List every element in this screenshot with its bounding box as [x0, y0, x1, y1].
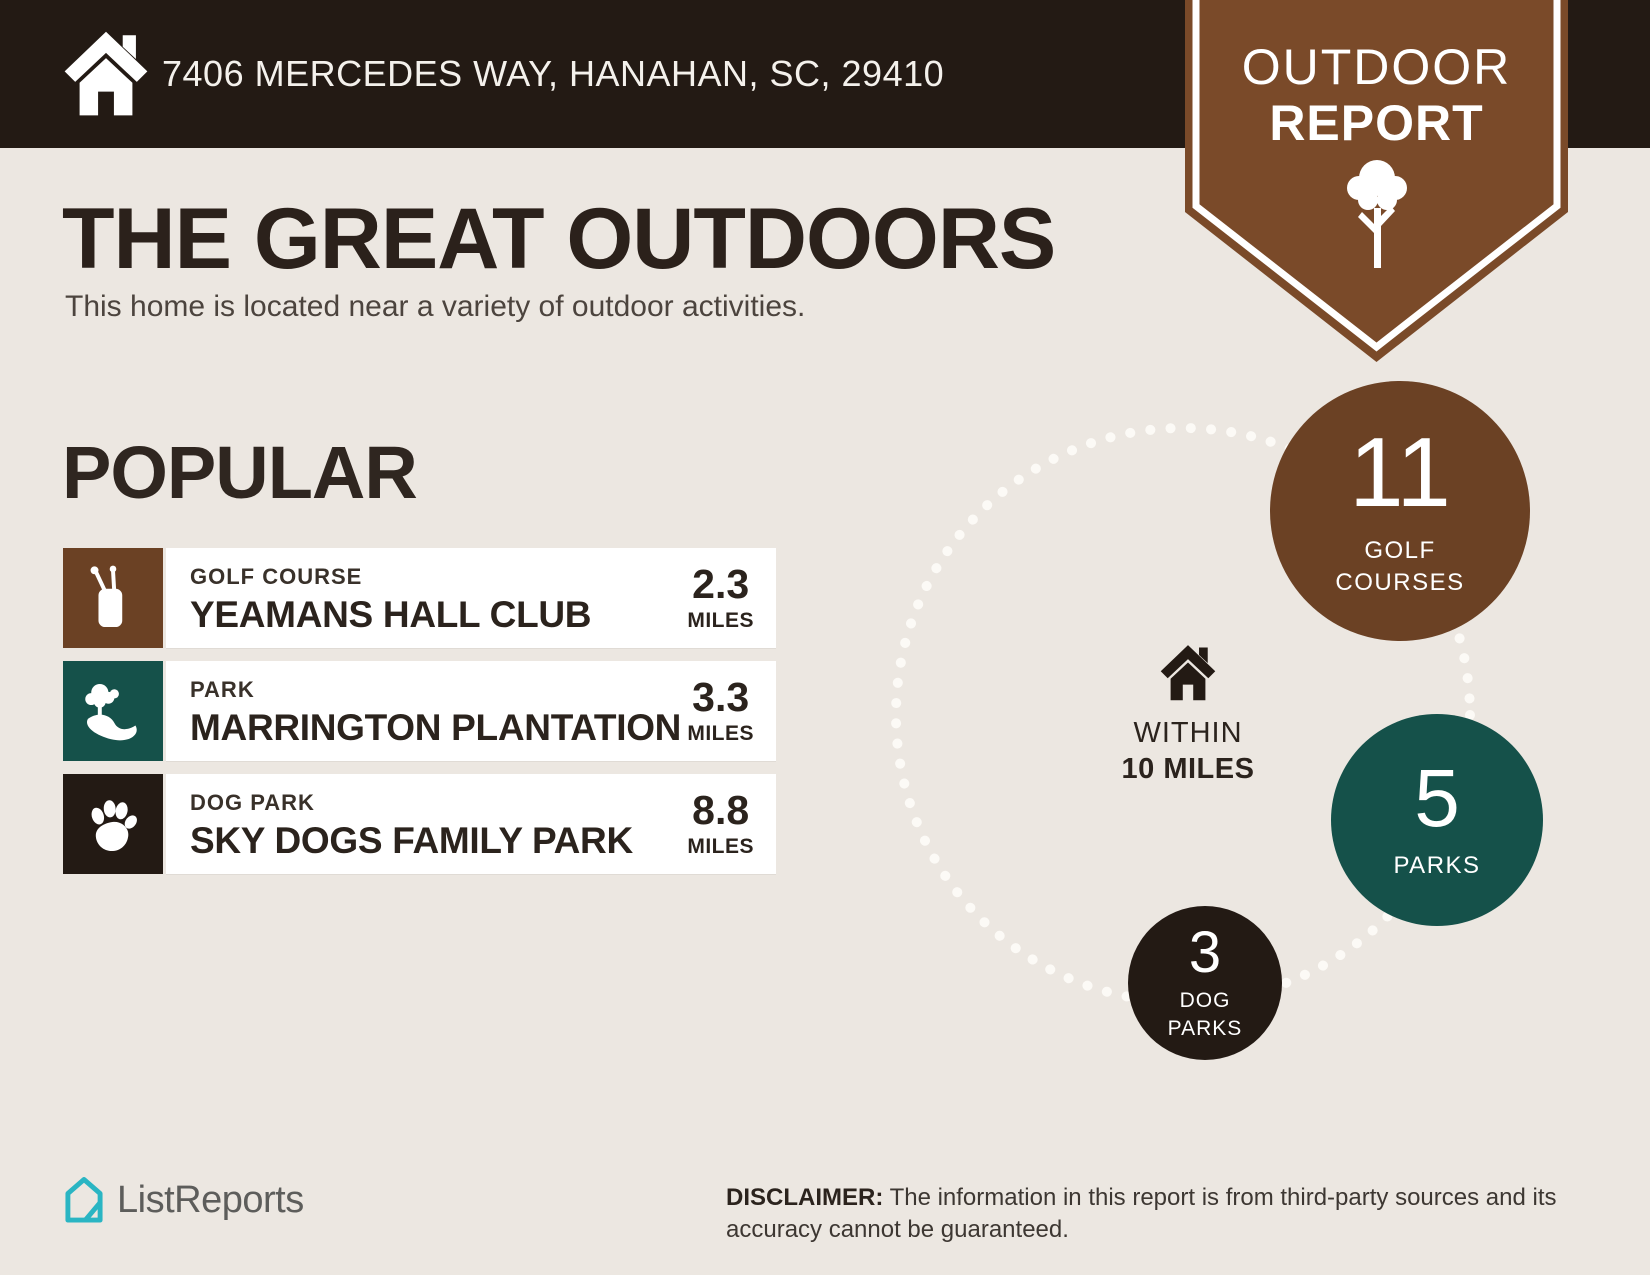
stat-label-line: PARKS [1167, 1016, 1243, 1040]
within-label: WITHIN [1133, 717, 1243, 749]
outdoor-report-ribbon: OUTDOOR REPORT [1185, 0, 1568, 375]
place-category: PARK [190, 676, 255, 702]
park-tree-icon [63, 661, 163, 761]
dog-parks-stat-circle: 3 DOG PARKS [1128, 906, 1282, 1060]
place-category: GOLF COURSE [190, 563, 363, 589]
list-item-dog-park: DOG PARK SKY DOGS FAMILY PARK 8.8 MILES [63, 774, 776, 874]
disclaimer: DISCLAIMER: The information in this repo… [726, 1182, 1631, 1245]
parks-stat-circle: 5 PARKS [1331, 714, 1543, 926]
stat-value: 3 [1188, 920, 1222, 986]
golf-bag-icon [63, 548, 163, 648]
ribbon-title-line1: OUTDOOR [1241, 39, 1512, 95]
stat-label-line: COURSES [1335, 569, 1465, 596]
place-distance: 3.3 MILES [687, 673, 754, 746]
distance-unit: MILES [687, 834, 754, 858]
distance-value: 2.3 [692, 560, 750, 607]
list-item-body: DOG PARK SKY DOGS FAMILY PARK 8.8 MILES [166, 774, 776, 874]
place-category: DOG PARK [190, 789, 315, 815]
stat-value: 5 [1414, 752, 1460, 844]
stat-value: 11 [1349, 416, 1451, 527]
place-name: YEAMANS HALL CLUB [190, 593, 592, 635]
within-distance: 10 MILES [1121, 753, 1255, 785]
listreports-logo: ListReports [63, 1176, 304, 1225]
place-distance: 8.8 MILES [687, 786, 754, 859]
listreports-logo-text: ListReports [117, 1179, 304, 1221]
place-name: SKY DOGS FAMILY PARK [190, 819, 633, 861]
list-item-body: PARK MARRINGTON PLANTATION 3.3 MILES [166, 661, 776, 761]
stat-label-line: GOLF [1364, 536, 1436, 564]
place-distance: 2.3 MILES [687, 560, 754, 633]
disclaimer-text: The information in this report is from t… [726, 1184, 1557, 1243]
distance-value: 8.8 [692, 786, 750, 833]
distance-value: 3.3 [692, 673, 750, 720]
ribbon-title-line2: REPORT [1269, 95, 1484, 151]
popular-list: GOLF COURSE YEAMANS HALL CLUB 2.3 MILES [63, 548, 776, 887]
page-title: THE GREAT OUTDOORS [62, 191, 1056, 287]
place-name: MARRINGTON PLANTATION [190, 706, 682, 748]
disclaimer-label: DISCLAIMER: [726, 1184, 884, 1211]
property-address: 7406 MERCEDES WAY, HANAHAN, SC, 29410 [162, 53, 945, 94]
popular-heading: POPULAR [62, 431, 418, 514]
list-item-body: GOLF COURSE YEAMANS HALL CLUB 2.3 MILES [166, 548, 776, 648]
radius-center-label: WITHIN 10 MILES [1103, 644, 1273, 784]
house-icon [1160, 645, 1216, 701]
distance-unit: MILES [687, 608, 754, 632]
stat-label-line: PARKS [1393, 851, 1481, 879]
distance-unit: MILES [687, 721, 754, 745]
golf-courses-stat-circle: 11 GOLF COURSES [1270, 381, 1530, 641]
paw-icon [63, 774, 163, 874]
tree-icon [1346, 160, 1407, 268]
list-item-golf-course: GOLF COURSE YEAMANS HALL CLUB 2.3 MILES [63, 548, 776, 648]
page-subtitle: This home is located near a variety of o… [65, 290, 806, 323]
list-item-park: PARK MARRINGTON PLANTATION 3.3 MILES [63, 661, 776, 761]
stat-label-line: DOG [1179, 989, 1231, 1013]
home-icon [64, 31, 148, 116]
listreports-logo-icon [65, 1177, 103, 1223]
